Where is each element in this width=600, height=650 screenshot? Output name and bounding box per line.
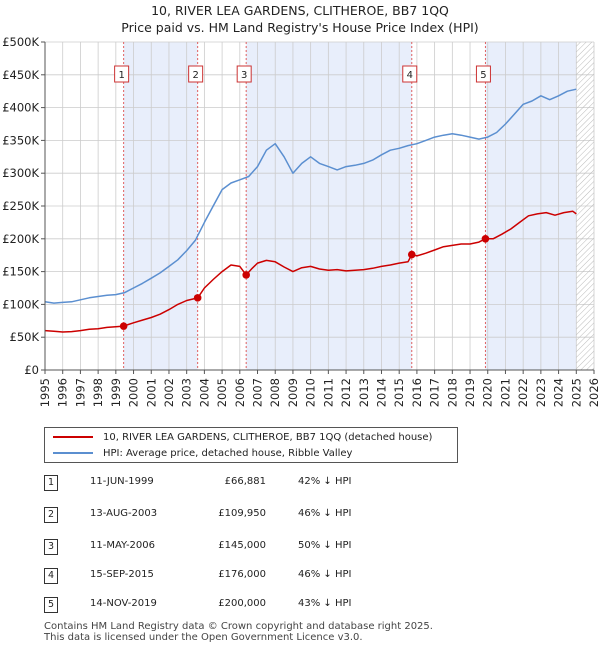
sale-point: [242, 271, 250, 279]
x-tick-label: 2024: [552, 378, 566, 407]
legend-swatch-hpi: [53, 452, 93, 454]
x-tick-label: 2020: [481, 378, 495, 407]
sale-date: 14-NOV-2019: [90, 598, 157, 609]
y-tick-label: £50K: [10, 330, 40, 344]
x-tick-label: 2000: [127, 378, 141, 407]
sale-number-badge: 2: [44, 507, 58, 523]
sale-hpi-diff: 46% ↓ HPI: [298, 508, 352, 519]
sale-price: £66,881: [224, 476, 266, 487]
x-tick-label: 2003: [180, 378, 194, 407]
sale-label-box: [236, 65, 252, 83]
table-row: 3 11-MAY-2006 £145,000 50% ↓ HPI: [44, 539, 464, 555]
x-tick-label: 2018: [445, 378, 459, 407]
x-tick-label: 1995: [38, 378, 52, 407]
table-row: 4 15-SEP-2015 £176,000 46% ↓ HPI: [44, 568, 464, 584]
sale-number-badge: 5: [44, 597, 58, 613]
sale-price: £145,000: [218, 540, 266, 551]
sale-number-badge: 3: [44, 539, 58, 555]
legend: 10, RIVER LEA GARDENS, CLITHEROE, BB7 1Q…: [44, 427, 458, 463]
sale-point: [193, 294, 202, 302]
chart-subtitle: Price paid vs. HM Land Registry's House …: [121, 20, 479, 35]
table-row: 2 13-AUG-2003 £109,950 46% ↓ HPI: [44, 507, 464, 523]
property-price-line: [44, 210, 577, 333]
sale-label-number: 1: [118, 70, 124, 81]
sale-hpi-diff: 46% ↓ HPI: [298, 569, 352, 580]
sale-date: 11-JUN-1999: [90, 476, 154, 487]
legend-item-property: 10, RIVER LEA GARDENS, CLITHEROE, BB7 1Q…: [53, 430, 432, 444]
x-tick-label: 1998: [91, 378, 105, 407]
x-tick-label: 2005: [215, 378, 229, 407]
footer-copyright: Contains HM Land Registry data © Crown c…: [44, 621, 433, 632]
hpi-line: [44, 88, 577, 304]
sale-number-badge: 1: [44, 475, 58, 491]
price-chart: 1 2 3 4 5 £0 £50K £100K £150K £200K £250K £300K £35…: [2, 35, 600, 407]
y-tick-label: £200K: [2, 232, 39, 246]
sale-date: 13-AUG-2003: [90, 508, 158, 519]
sale-label-box: [402, 65, 418, 83]
x-tick-label: 1999: [109, 378, 123, 407]
x-tick-label: 2021: [498, 378, 512, 407]
sale-hpi-diff: 43% ↓ HPI: [298, 598, 352, 609]
x-tick-label: 2011: [321, 378, 335, 407]
x-tick-label: 2012: [339, 378, 353, 407]
x-tick-label: 2008: [268, 378, 282, 407]
table-row: 1 11-JUN-1999 £66,881 42% ↓ HPI: [44, 475, 464, 491]
x-tick-label: 2026: [587, 378, 600, 407]
x-tick-label: 2002: [162, 378, 176, 407]
y-tick-label: £100K: [2, 297, 39, 311]
sale-label-number: 2: [192, 70, 198, 81]
x-tick-label: 2009: [286, 378, 300, 407]
sale-price: £109,950: [218, 508, 266, 519]
legend-item-hpi: HPI: Average price, detached house, Ribb…: [53, 446, 352, 460]
sale-point: [481, 235, 490, 243]
sale-label-box: [114, 65, 130, 83]
y-tick-label: £400K: [2, 101, 39, 115]
x-tick-label: 1996: [56, 378, 70, 407]
x-tick-label: 2013: [357, 378, 371, 407]
chart-title: 10, RIVER LEA GARDENS, CLITHEROE, BB7 1Q…: [151, 3, 449, 18]
x-tick-label: 2025: [569, 378, 583, 407]
x-tick-label: 2010: [304, 378, 318, 407]
sale-price: £176,000: [218, 569, 266, 580]
sale-price: £200,000: [218, 598, 266, 609]
y-tick-label: £350K: [2, 133, 39, 147]
forecast-hatch: [576, 42, 594, 370]
y-tick-label: £0: [24, 363, 39, 377]
sale-label-box: [475, 65, 491, 83]
y-tick-label: £500K: [2, 35, 39, 49]
y-tick-label: £150K: [2, 265, 39, 279]
x-tick-label: 2004: [197, 378, 211, 407]
x-tick-label: 2023: [534, 378, 548, 407]
sale-label-number: 4: [407, 70, 413, 81]
x-tick-label: 2019: [463, 378, 477, 407]
x-tick-label: 2007: [251, 378, 265, 407]
sale-point: [407, 250, 416, 259]
sale-label-number: 5: [480, 70, 486, 81]
x-tick-label: 2016: [410, 378, 424, 407]
x-tick-label: 2006: [233, 378, 247, 407]
sale-hpi-diff: 42% ↓ HPI: [298, 476, 352, 487]
sale-label-box: [188, 65, 204, 83]
sale-hpi-diff: 50% ↓ HPI: [298, 540, 352, 551]
sale-date: 15-SEP-2015: [90, 569, 154, 580]
x-tick-label: 2001: [144, 378, 158, 407]
y-tick-label: £300K: [2, 166, 39, 180]
x-tick-label: 2015: [392, 378, 406, 407]
y-tick-label: £250K: [2, 199, 39, 213]
x-tick-label: 2014: [374, 378, 388, 407]
footer-licence: This data is licensed under the Open Gov…: [44, 632, 363, 643]
sale-number-badge: 4: [44, 568, 58, 584]
sale-date: 11-MAY-2006: [90, 540, 156, 551]
legend-label-hpi: HPI: Average price, detached house, Ribb…: [103, 447, 353, 459]
x-tick-label: 2017: [428, 378, 442, 407]
table-row: 5 14-NOV-2019 £200,000 43% ↓ HPI: [44, 597, 464, 613]
sale-point: [119, 322, 128, 330]
x-tick-label: 1997: [73, 378, 87, 407]
x-tick-label: 2022: [516, 378, 530, 407]
legend-label-property: 10, RIVER LEA GARDENS, CLITHEROE, BB7 1Q…: [103, 431, 433, 443]
legend-swatch-property: [53, 436, 93, 438]
sale-label-number: 3: [241, 70, 247, 81]
y-tick-label: £450K: [2, 68, 39, 82]
